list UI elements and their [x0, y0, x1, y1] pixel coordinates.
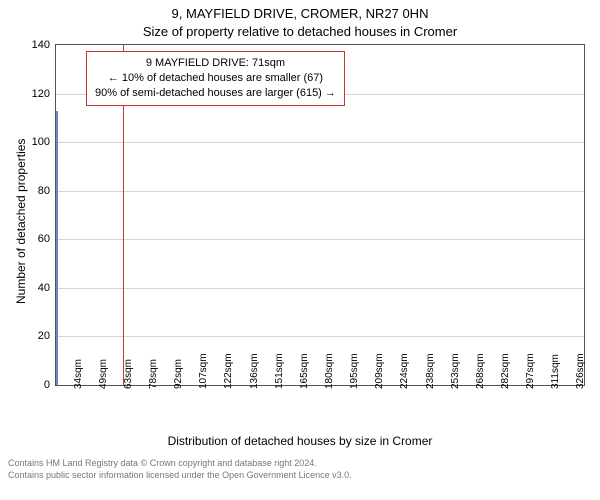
y-tick-label: 140 [20, 39, 56, 51]
footer-line-1: Contains HM Land Registry data © Crown c… [8, 458, 352, 470]
y-tick-label: 120 [20, 88, 56, 100]
gridline [56, 336, 584, 337]
chart-title-main: 9, MAYFIELD DRIVE, CROMER, NR27 0HN [0, 6, 600, 21]
histogram-bar [56, 383, 58, 385]
annotation-box: 9 MAYFIELD DRIVE: 71sqm← 10% of detached… [86, 51, 345, 106]
footer-attribution: Contains HM Land Registry data © Crown c… [8, 458, 352, 481]
annotation-line-3: 90% of semi-detached houses are larger (… [95, 86, 336, 101]
y-axis-label: Number of detached properties [14, 139, 28, 304]
gridline [56, 239, 584, 240]
annotation-line-1: 9 MAYFIELD DRIVE: 71sqm [95, 56, 336, 71]
annotation-line-2: ← 10% of detached houses are smaller (67… [95, 71, 336, 86]
chart-container: 9, MAYFIELD DRIVE, CROMER, NR27 0HN Size… [0, 0, 600, 500]
y-tick-label: 0 [20, 379, 56, 391]
gridline [56, 191, 584, 192]
y-tick-label: 20 [20, 330, 56, 342]
x-axis-label: Distribution of detached houses by size … [0, 434, 600, 448]
footer-line-2: Contains public sector information licen… [8, 470, 352, 482]
chart-title-sub: Size of property relative to detached ho… [0, 24, 600, 39]
gridline [56, 142, 584, 143]
plot-area: 02040608010012014034sqm49sqm63sqm78sqm92… [55, 44, 585, 386]
gridline [56, 288, 584, 289]
